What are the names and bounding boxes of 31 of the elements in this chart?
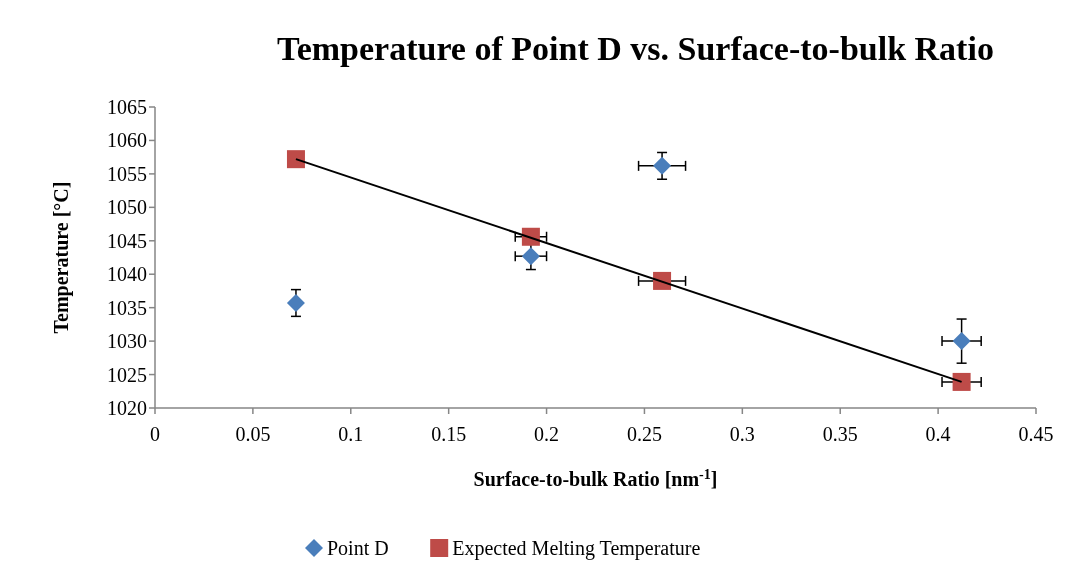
y-axis-title: Temperature [°C] bbox=[50, 181, 73, 334]
x-tick-label: 0.4 bbox=[925, 423, 951, 445]
point bbox=[521, 247, 540, 266]
x-tick-label: 0.2 bbox=[534, 423, 560, 445]
y-tick-label: 1025 bbox=[107, 363, 147, 386]
x-tick-label: 0 bbox=[150, 423, 160, 445]
x-tick-label: 0.05 bbox=[235, 423, 271, 445]
y-tick-label: 1040 bbox=[107, 263, 147, 286]
x-tick-label: 0.3 bbox=[729, 423, 755, 445]
point bbox=[286, 293, 305, 312]
x-tick-label: 0.25 bbox=[626, 423, 662, 445]
y-tick-label: 1050 bbox=[107, 196, 147, 219]
y-tick-label: 1035 bbox=[107, 296, 147, 319]
legend-label: Expected Melting Temperature bbox=[452, 537, 701, 560]
y-tick-label: 1045 bbox=[107, 229, 147, 252]
point bbox=[286, 150, 305, 169]
x-tick-label: 0.45 bbox=[1018, 423, 1054, 445]
y-tick-label: 1020 bbox=[107, 397, 147, 419]
x-tick-label: 0.15 bbox=[431, 423, 467, 445]
legend-label: Point D bbox=[327, 537, 389, 559]
y-tick-label: 1065 bbox=[107, 96, 147, 118]
point bbox=[952, 372, 971, 391]
chart-title: Temperature of Point D vs. Surface-to-bulk Ratio bbox=[277, 30, 994, 67]
y-tick-label: 1030 bbox=[107, 330, 147, 353]
y-tick-label: 1060 bbox=[107, 129, 147, 152]
x-axis-title: Surface-to-bulk Ratio [nm$^{-1}$] bbox=[473, 466, 718, 490]
point bbox=[653, 156, 672, 175]
y-tick-label: 1055 bbox=[107, 162, 147, 185]
x-tick-label: 0.35 bbox=[822, 423, 858, 445]
point bbox=[952, 332, 971, 351]
x-tick-label: 0.1 bbox=[338, 423, 364, 445]
